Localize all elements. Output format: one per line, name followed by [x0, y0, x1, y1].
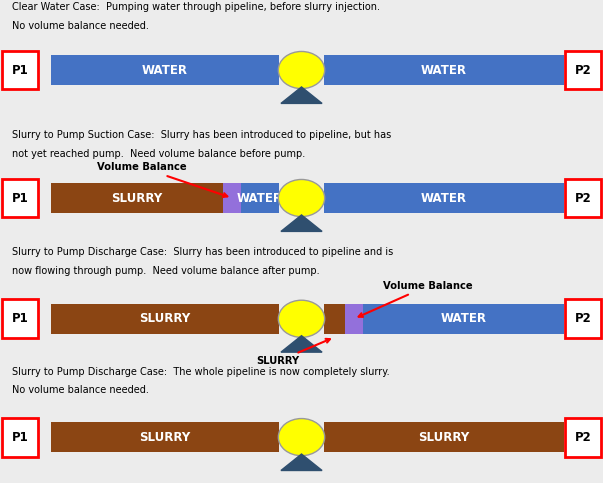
Text: P1: P1 [11, 313, 28, 325]
Text: WATER: WATER [440, 313, 487, 325]
Text: not yet reached pump.  Need volume balance before pump.: not yet reached pump. Need volume balanc… [12, 149, 305, 159]
Bar [51, 55, 279, 85]
Text: P1: P1 [11, 64, 28, 76]
Text: P1: P1 [11, 192, 28, 204]
Circle shape [279, 52, 324, 88]
Text: WATER: WATER [421, 64, 467, 76]
Polygon shape [281, 215, 322, 231]
Bar [565, 179, 601, 217]
Text: Clear Water Case:  Pumping water through pipeline, before slurry injection.: Clear Water Case: Pumping water through … [12, 2, 380, 13]
Bar [565, 418, 601, 456]
Text: SLURRY: SLURRY [418, 431, 470, 443]
Polygon shape [281, 454, 322, 470]
Text: No volume balance needed.: No volume balance needed. [12, 21, 149, 31]
Bar [324, 422, 564, 452]
Polygon shape [281, 336, 322, 352]
Text: P2: P2 [575, 192, 592, 204]
Text: Volume Balance: Volume Balance [97, 162, 227, 197]
Bar [51, 422, 279, 452]
Bar [2, 418, 38, 456]
Bar [565, 299, 601, 338]
Circle shape [279, 419, 324, 455]
Bar [324, 183, 564, 213]
Polygon shape [281, 87, 322, 103]
Bar [363, 304, 564, 334]
Text: Volume Balance: Volume Balance [359, 281, 473, 317]
Bar [2, 299, 38, 338]
Bar [324, 304, 345, 334]
Circle shape [279, 300, 324, 337]
Text: now flowing through pump.  Need volume balance after pump.: now flowing through pump. Need volume ba… [12, 266, 320, 276]
Text: WATER: WATER [237, 192, 283, 204]
Text: P1: P1 [11, 431, 28, 443]
Text: Slurry to Pump Discharge Case:  Slurry has been introduced to pipeline and is: Slurry to Pump Discharge Case: Slurry ha… [12, 247, 393, 257]
Text: SLURRY: SLURRY [112, 192, 163, 204]
Text: P2: P2 [575, 431, 592, 443]
Text: WATER: WATER [421, 192, 467, 204]
Bar [2, 51, 38, 89]
Bar [223, 183, 241, 213]
Bar [345, 304, 363, 334]
Bar [324, 55, 564, 85]
Circle shape [279, 180, 324, 216]
Text: No volume balance needed.: No volume balance needed. [12, 385, 149, 396]
Text: Slurry to Pump Suction Case:  Slurry has been introduced to pipeline, but has: Slurry to Pump Suction Case: Slurry has … [12, 130, 391, 141]
Text: SLURRY: SLURRY [256, 339, 330, 367]
Text: P2: P2 [575, 64, 592, 76]
Bar [51, 183, 223, 213]
Bar [2, 179, 38, 217]
Bar [565, 51, 601, 89]
Text: SLURRY: SLURRY [139, 431, 191, 443]
Text: SLURRY: SLURRY [139, 313, 191, 325]
Bar [51, 304, 279, 334]
Text: WATER: WATER [142, 64, 188, 76]
Text: P2: P2 [575, 313, 592, 325]
Bar [241, 183, 279, 213]
Text: Slurry to Pump Discharge Case:  The whole pipeline is now completely slurry.: Slurry to Pump Discharge Case: The whole… [12, 367, 390, 377]
